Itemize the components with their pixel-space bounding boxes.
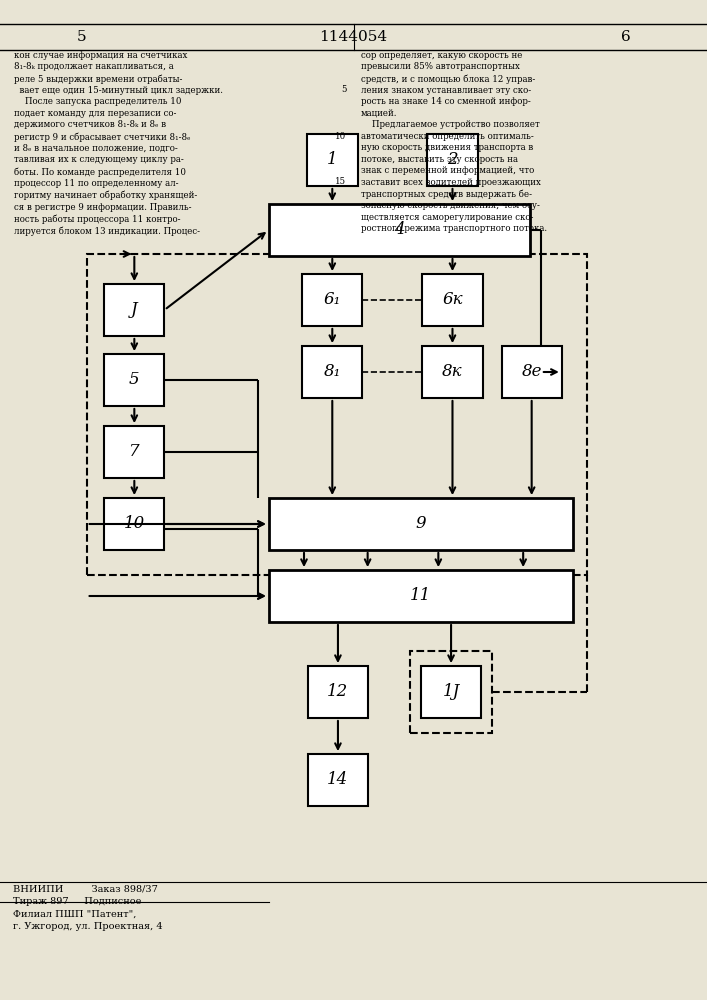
Text: 1J: 1J bbox=[443, 684, 460, 700]
Text: 10: 10 bbox=[335, 132, 346, 141]
Text: 10: 10 bbox=[124, 516, 145, 532]
Text: 7: 7 bbox=[129, 444, 140, 460]
Bar bbox=[269, 498, 573, 550]
Text: 14: 14 bbox=[327, 772, 349, 788]
Text: 5: 5 bbox=[129, 371, 140, 388]
Bar bbox=[308, 666, 368, 718]
Text: J: J bbox=[131, 302, 138, 318]
Text: 15: 15 bbox=[335, 178, 346, 186]
Text: сор определяет, какую скорость не
превысили 85% автотранспортных
средств, и с по: сор определяет, какую скорость не превыс… bbox=[361, 51, 547, 233]
Text: 6: 6 bbox=[621, 30, 631, 44]
Text: ВНИИПИ         Заказ 898/37
Тираж 897     Подписное: ВНИИПИ Заказ 898/37 Тираж 897 Подписное bbox=[13, 885, 158, 906]
Text: 6к: 6к bbox=[443, 292, 462, 308]
Text: 6₁: 6₁ bbox=[324, 292, 341, 308]
Text: 8₁: 8₁ bbox=[324, 363, 341, 380]
Text: 2: 2 bbox=[447, 151, 458, 168]
Text: 4: 4 bbox=[394, 222, 405, 238]
Bar bbox=[105, 498, 164, 550]
Text: 1144054: 1144054 bbox=[320, 30, 387, 44]
Text: 5: 5 bbox=[341, 86, 346, 95]
Bar bbox=[423, 346, 482, 398]
Bar bbox=[423, 274, 482, 326]
Text: 1: 1 bbox=[327, 151, 338, 168]
Bar bbox=[421, 666, 481, 718]
Text: 9: 9 bbox=[415, 516, 426, 532]
Text: Филиал ПШП "Патент",
г. Ужгород, ул. Проектная, 4: Филиал ПШП "Патент", г. Ужгород, ул. Про… bbox=[13, 910, 163, 931]
Text: 11: 11 bbox=[410, 587, 431, 604]
Bar bbox=[269, 570, 573, 622]
Bar bbox=[269, 204, 530, 256]
Text: кон случае информация на счетчиках
8₁-8ₖ продолжает накапливаться, а
реле 5 выде: кон случае информация на счетчиках 8₁-8ₖ… bbox=[14, 51, 223, 236]
Bar bbox=[105, 354, 164, 406]
Bar bbox=[502, 346, 561, 398]
Bar bbox=[105, 284, 164, 336]
Text: 5: 5 bbox=[76, 30, 86, 44]
Text: 12: 12 bbox=[327, 684, 349, 700]
Bar bbox=[105, 426, 164, 478]
Text: 8е: 8е bbox=[522, 363, 542, 380]
Bar bbox=[303, 346, 362, 398]
Bar bbox=[410, 651, 492, 733]
Bar bbox=[427, 134, 478, 186]
Bar bbox=[307, 134, 358, 186]
Bar bbox=[87, 254, 587, 575]
Text: 8к: 8к bbox=[443, 363, 462, 380]
Bar bbox=[308, 754, 368, 806]
Bar bbox=[303, 274, 362, 326]
